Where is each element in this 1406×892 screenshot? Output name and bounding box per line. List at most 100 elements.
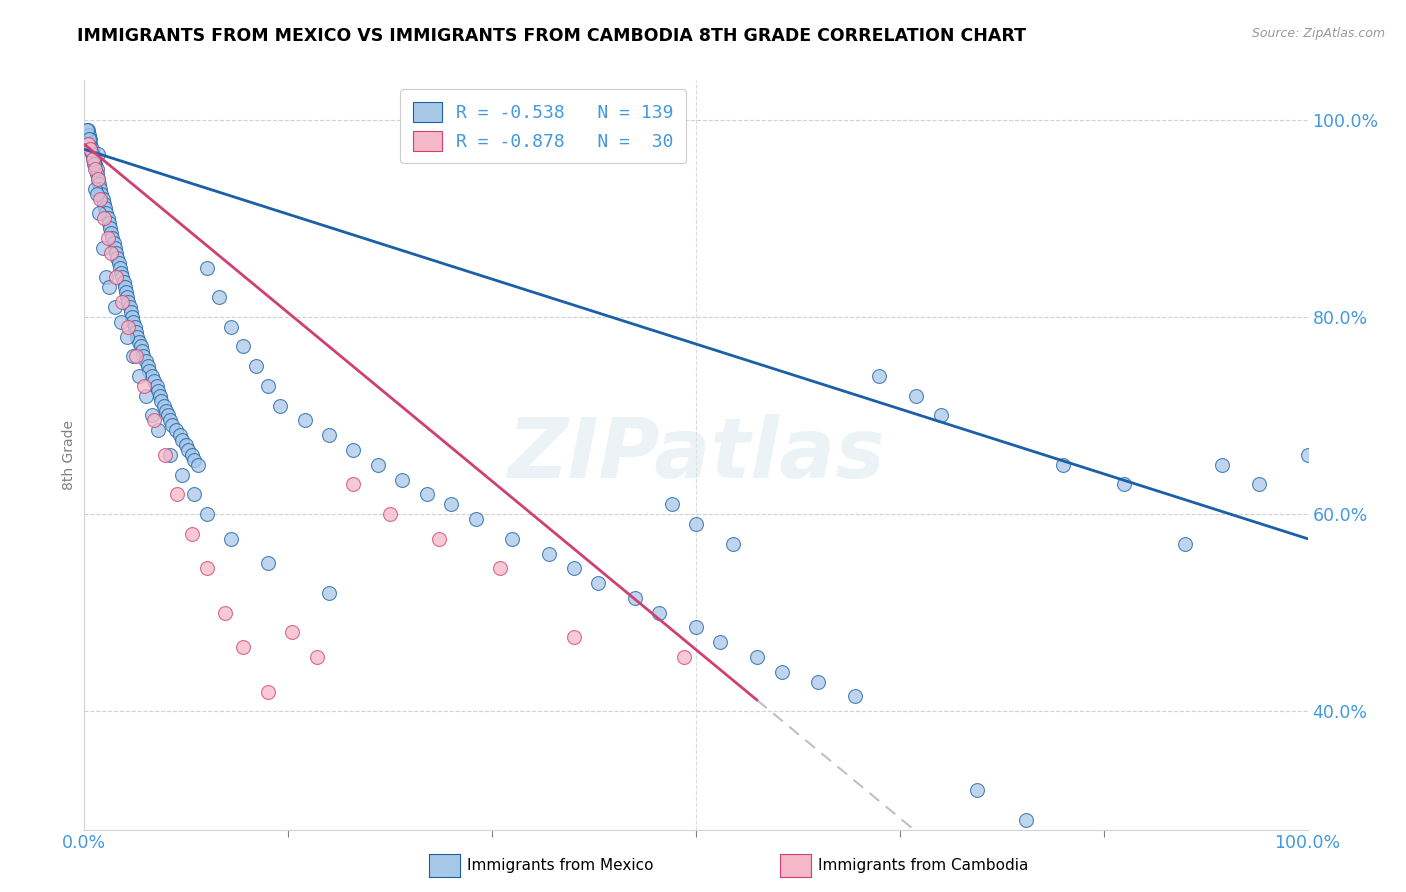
Point <box>257 557 280 571</box>
Point <box>93 196 115 211</box>
Point <box>125 329 148 343</box>
Point <box>181 448 204 462</box>
Point <box>98 221 121 235</box>
Point <box>107 255 129 269</box>
Point <box>1296 448 1319 462</box>
Text: IMMIGRANTS FROM MEXICO VS IMMIGRANTS FROM CAMBODIA 8TH GRADE CORRELATION CHART: IMMIGRANTS FROM MEXICO VS IMMIGRANTS FRO… <box>77 27 1026 45</box>
Point <box>966 783 988 797</box>
Point <box>115 329 138 343</box>
Point <box>84 157 107 171</box>
Point <box>77 128 100 142</box>
Point <box>661 497 683 511</box>
Point <box>172 433 194 447</box>
Point <box>125 325 148 339</box>
Point <box>318 586 340 600</box>
Point <box>195 507 218 521</box>
Point <box>114 280 136 294</box>
Text: ZIPatlas: ZIPatlas <box>508 415 884 495</box>
Point <box>367 458 389 472</box>
Point <box>464 512 486 526</box>
Y-axis label: 8th Grade: 8th Grade <box>62 420 76 490</box>
Point <box>1114 477 1136 491</box>
Point <box>318 428 340 442</box>
Point <box>380 507 402 521</box>
Point <box>117 295 139 310</box>
Point <box>562 630 585 644</box>
Point <box>427 532 450 546</box>
Point <box>169 428 191 442</box>
Point <box>174 438 197 452</box>
Point <box>80 142 103 156</box>
Point <box>232 640 254 655</box>
Point <box>97 211 120 226</box>
Point <box>672 650 695 665</box>
Point <box>100 226 122 240</box>
Point <box>305 650 328 665</box>
Point <box>87 177 110 191</box>
Point <box>562 561 585 575</box>
Point <box>103 235 125 250</box>
Point <box>165 423 187 437</box>
Point <box>122 315 145 329</box>
Point <box>807 674 830 689</box>
Point <box>294 413 316 427</box>
Point <box>132 349 155 363</box>
Point <box>93 211 115 226</box>
Point <box>929 409 952 423</box>
Point <box>159 448 181 462</box>
Point <box>342 442 364 457</box>
Point <box>83 152 105 166</box>
Point <box>195 561 218 575</box>
Point <box>115 290 138 304</box>
Point <box>128 369 150 384</box>
Point <box>83 157 105 171</box>
Point <box>87 172 110 186</box>
Point <box>747 650 769 665</box>
Point <box>77 122 100 136</box>
Point <box>129 339 152 353</box>
Point <box>77 132 100 146</box>
Text: Source: ZipAtlas.com: Source: ZipAtlas.com <box>1251 27 1385 40</box>
Point <box>214 606 236 620</box>
Point <box>86 167 108 181</box>
Point <box>82 152 104 166</box>
Point <box>135 389 157 403</box>
Point <box>94 202 117 216</box>
Point <box>131 344 153 359</box>
Point <box>141 369 163 384</box>
Point <box>1247 477 1270 491</box>
Point <box>117 319 139 334</box>
Point <box>624 591 647 605</box>
Point <box>502 532 524 546</box>
Point <box>122 349 145 363</box>
Point <box>177 442 200 457</box>
Point <box>90 186 112 201</box>
Point <box>156 409 179 423</box>
Point <box>96 270 118 285</box>
Point <box>208 290 231 304</box>
Point <box>97 231 120 245</box>
Point <box>125 349 148 363</box>
Point <box>79 137 101 152</box>
Point <box>1015 813 1038 827</box>
Point <box>145 379 167 393</box>
Point <box>108 260 131 275</box>
Point <box>120 305 142 319</box>
Point <box>146 384 169 398</box>
Point <box>586 576 609 591</box>
Point <box>86 161 108 176</box>
Point <box>86 186 108 201</box>
Point <box>134 379 156 393</box>
Point <box>869 369 891 384</box>
Point <box>84 161 107 176</box>
Point <box>84 182 107 196</box>
Point <box>1052 458 1074 472</box>
Point <box>391 473 413 487</box>
Point <box>181 526 204 541</box>
Point <box>82 152 104 166</box>
Point <box>104 241 127 255</box>
Point <box>141 409 163 423</box>
Point <box>112 276 135 290</box>
Point <box>87 147 110 161</box>
Point <box>219 532 242 546</box>
